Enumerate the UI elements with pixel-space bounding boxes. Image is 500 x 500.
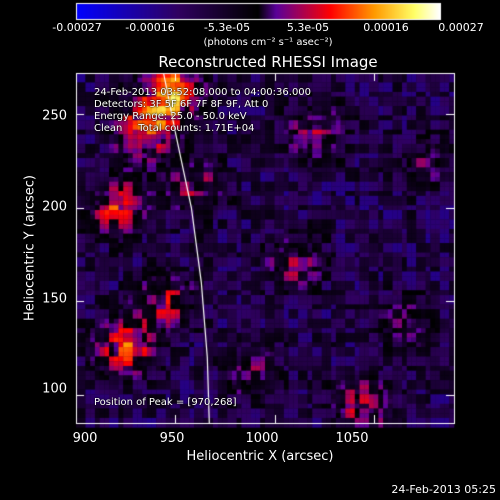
annotation-peak-position: Position of Peak = [970,268] [94,397,237,408]
colorbar-tick-label: 0.00016 [363,21,409,34]
x-axis-label: Heliocentric X (arcsec) [186,449,334,464]
chart-title: Reconstructed RHESSI Image [158,53,378,71]
colorbar-tick-label: 5.3e-05 [286,21,330,34]
annotation-detectors: Detectors: 3F 5F 6F 7F 8F 9F, Att 0 [94,99,269,110]
colorbar-tick-label: -0.00027 [52,21,102,34]
x-tick-label: 900 [72,431,98,446]
footer-timestamp: 24-Feb-2013 05:25 [391,483,496,496]
x-tick-label: 950 [159,431,185,446]
y-tick-label: 150 [42,291,67,307]
y-tick-label: 250 [42,108,67,124]
colorbar-units: (photons cm⁻² s⁻¹ asec⁻²) [203,37,333,48]
x-tick-label: 1050 [335,431,369,446]
annotation-energy-range: Energy Range: 25.0 - 50.0 keV [94,111,247,122]
y-tick-label: 100 [42,381,67,397]
x-tick-label: 1000 [245,431,279,446]
annotation-time-range: 24-Feb-2013 03:52:08.000 to 04:00:36.000 [94,87,312,98]
y-axis-label: Heliocentric Y (arcsec) [22,175,38,321]
colorbar-tick-label: -5.3e-05 [203,21,251,34]
y-tick-label: 200 [42,199,67,215]
annotation-clean-counts: Clean Total counts: 1.71E+04 [94,123,255,134]
colorbar-tick-label: 0.00027 [438,21,484,34]
colorbar-tick-label: -0.00016 [125,21,175,34]
